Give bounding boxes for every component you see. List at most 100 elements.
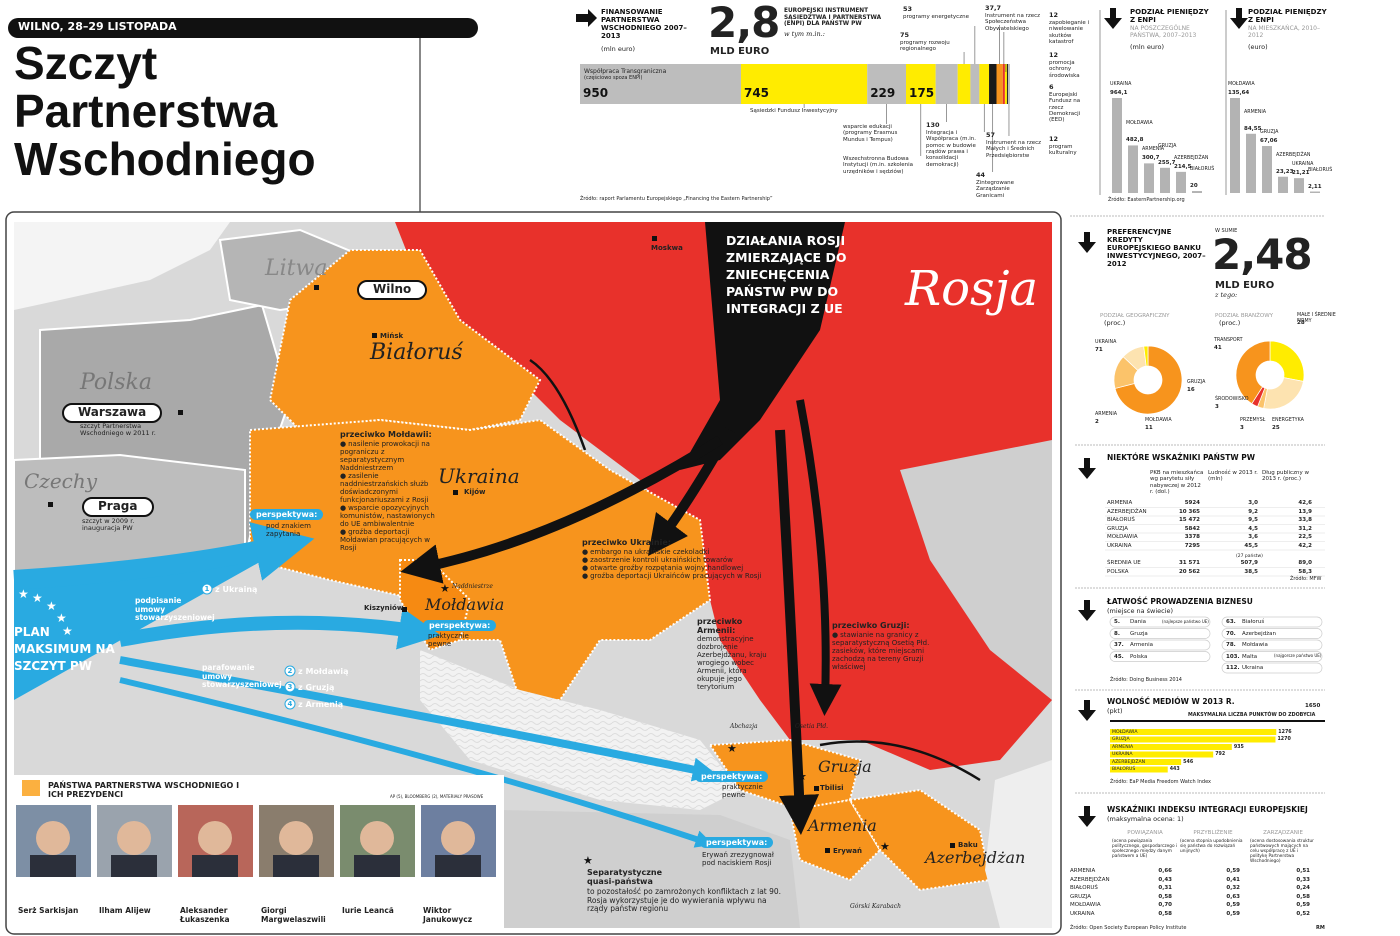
category-label: AZERBEJDŻAN bbox=[1276, 152, 1311, 158]
country: Armenia bbox=[1130, 642, 1154, 648]
city-pill: Wilno bbox=[357, 280, 428, 300]
source: Źródło: EasternPartnership.org bbox=[1108, 197, 1185, 203]
cell: ARMENIA bbox=[1070, 868, 1096, 874]
bar-segment bbox=[580, 64, 741, 104]
perspective-text: pod znakiem zapytania bbox=[266, 522, 311, 539]
city-pill: Warszawa bbox=[62, 403, 163, 423]
bar-segment bbox=[1002, 64, 1005, 104]
arrow-icon bbox=[1230, 8, 1248, 29]
column-desc: (ocena stopnia upodobnienia się państwa … bbox=[1180, 839, 1243, 854]
date-pill bbox=[8, 18, 478, 38]
category-label: programy energetyczne bbox=[903, 14, 969, 20]
country: Malta bbox=[1242, 653, 1258, 660]
step-number: 1 bbox=[204, 584, 210, 593]
bar-segment bbox=[996, 64, 1003, 104]
cell: 0,51 bbox=[1296, 868, 1310, 874]
plan-title: PLAN MAKSIMUM NA SZCZYT PW bbox=[14, 625, 115, 673]
category-label: Współpraca Transgraniczna bbox=[584, 68, 667, 75]
value-label: 300,7 bbox=[1142, 155, 1160, 162]
cell: 58,3 bbox=[1298, 568, 1312, 575]
pie-title: PODZIAŁ BRANŻOWY bbox=[1215, 313, 1274, 319]
rank-pill bbox=[1221, 651, 1323, 662]
slice-label: TRANSPORT bbox=[1214, 338, 1243, 343]
cell: GRUZJA bbox=[1107, 525, 1129, 532]
cell: 31 571 bbox=[1178, 560, 1200, 566]
title: Wschodniego bbox=[14, 133, 316, 185]
cell: 10 365 bbox=[1178, 508, 1200, 515]
photo-body bbox=[435, 855, 481, 877]
step-text: z Gruzją bbox=[298, 682, 335, 692]
bar-segment bbox=[989, 64, 997, 104]
city: Baku bbox=[958, 841, 978, 849]
category-label: zapobieganie i niwelowanie skutków katas… bbox=[1049, 20, 1090, 45]
category-label: Wszechstronna Budowa Instytucji (m.in. s… bbox=[843, 156, 914, 175]
bar-segment bbox=[935, 64, 958, 104]
value-label: 792 bbox=[1215, 752, 1226, 757]
cell: 15 472 bbox=[1178, 517, 1200, 523]
value-label: 44 bbox=[976, 171, 986, 179]
category-label: AZERBEJDŻAN bbox=[1174, 155, 1209, 161]
cell: 42,6 bbox=[1298, 500, 1312, 506]
arrow-icon bbox=[1078, 700, 1096, 721]
country-name: Mołdawia bbox=[425, 595, 505, 614]
svg-text:★: ★ bbox=[440, 582, 450, 595]
cell: 0,70 bbox=[1158, 902, 1172, 908]
cell: BIAŁORUŚ bbox=[1107, 517, 1135, 523]
slice-value: 25 bbox=[1272, 425, 1280, 431]
value-label: 53 bbox=[903, 5, 913, 13]
photo-body bbox=[111, 855, 157, 877]
value-label: 57 bbox=[986, 131, 996, 139]
cell: 0,63 bbox=[1226, 893, 1240, 900]
rank-pill bbox=[1221, 616, 1323, 628]
rank: 45. bbox=[1114, 653, 1124, 660]
total: 2,48 bbox=[1212, 230, 1313, 279]
country: Polska bbox=[1130, 653, 1148, 660]
arrow-icon bbox=[1078, 458, 1096, 479]
pie-slice bbox=[1263, 377, 1304, 410]
value-label: 175 bbox=[909, 86, 935, 100]
source: Źródło: EaP Media Freedom Watch Index bbox=[1110, 779, 1212, 785]
category-label: MOŁDAWIA bbox=[1112, 729, 1138, 735]
value-label: 84,55 bbox=[1244, 125, 1262, 132]
photo-face bbox=[360, 821, 394, 855]
cell: 3,0 bbox=[1248, 500, 1258, 506]
heading: FINANSOWANIE PARTNERSTWA WSCHODNIEGO 200… bbox=[601, 8, 687, 41]
total: 2,8 bbox=[708, 0, 780, 47]
category-label: Instrument na rzecz Społeczeństwa Obywat… bbox=[985, 13, 1041, 32]
slice-label: MAŁE I ŚREDNIE FIRMY bbox=[1297, 313, 1336, 324]
step-text: z Armenią bbox=[298, 699, 344, 709]
category-label: promocja ochrony środowiska bbox=[1049, 60, 1080, 79]
arrow-icon bbox=[1104, 8, 1122, 29]
rank: 78. bbox=[1226, 642, 1236, 648]
source: Źródło: MFW bbox=[1290, 576, 1322, 582]
cell: 0,58 bbox=[1158, 910, 1172, 917]
svg-text:★: ★ bbox=[46, 599, 57, 613]
of-which: z tego: bbox=[1215, 291, 1238, 299]
bar bbox=[1176, 171, 1186, 193]
subheading: NA MIESZKAŃCA, 2010–2012 bbox=[1248, 25, 1320, 39]
against-item: zaostrzenie kontroli ukraińskich towarów bbox=[582, 556, 782, 564]
city: Mińsk bbox=[380, 332, 404, 340]
step-text: z Mołdawią bbox=[298, 666, 349, 676]
city: Kijów bbox=[464, 488, 486, 496]
svg-text:★: ★ bbox=[62, 624, 73, 638]
rank-pill bbox=[1109, 639, 1211, 651]
photo-body bbox=[30, 855, 76, 877]
value-label: 67,06 bbox=[1260, 138, 1278, 145]
value-label: 12 bbox=[1049, 51, 1059, 59]
source: Źródło: Open Society European Policy Ins… bbox=[1070, 925, 1187, 931]
country-name: Armenia bbox=[808, 816, 877, 835]
bar-segment bbox=[1007, 64, 1010, 104]
category-label: Europejski Fundusz na rzecz Demokracji (… bbox=[1049, 92, 1081, 124]
category-label: wsparcie edukacji (programy Erasmus Mund… bbox=[843, 124, 898, 143]
bar bbox=[1144, 163, 1154, 193]
cell: AZERBEJDŻAN bbox=[1107, 508, 1147, 515]
slice-label: MOŁDAWIA bbox=[1145, 418, 1172, 423]
source: Źródło: raport Parlamentu Europejskiego … bbox=[580, 196, 773, 202]
cell: 9,2 bbox=[1248, 508, 1258, 515]
cell: 0,52 bbox=[1296, 910, 1310, 917]
category-label: UKRAINA bbox=[1110, 82, 1132, 87]
slice-value: 11 bbox=[1145, 425, 1153, 431]
bar-segment bbox=[740, 64, 868, 104]
rank-pill bbox=[1109, 651, 1211, 662]
